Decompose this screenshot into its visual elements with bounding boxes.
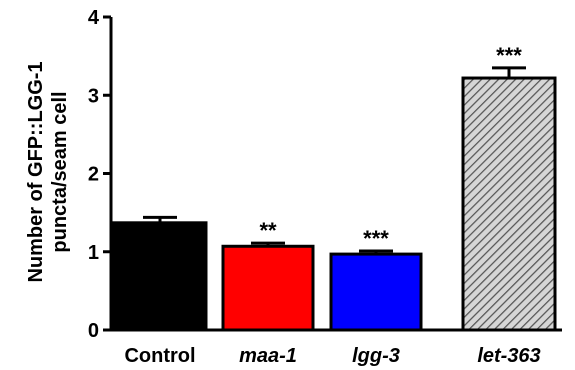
significance-labels: ** ******: [259, 43, 522, 251]
category-label-let-363: let-363: [477, 345, 540, 367]
category-label-Control: Control: [124, 345, 195, 367]
y-axis-label-line-2: puncta/seam cell: [49, 91, 71, 252]
category-label-maa-1: maa-1: [239, 345, 297, 367]
bars: [112, 76, 557, 332]
error-bars: [143, 66, 526, 255]
bar-maa-1: [221, 244, 315, 332]
category-label-lgg-3: lgg-3: [352, 345, 400, 367]
y-axis-label: Number of GFP::LGG-1 puncta/seam cell: [25, 61, 71, 282]
y-axis-label-line-1: Number of GFP::LGG-1: [25, 61, 47, 282]
error-bar-let-363: [492, 66, 526, 79]
error-bar-Control: [143, 215, 177, 223]
y-tick-label: 4: [88, 7, 100, 29]
error-bar-maa-1: [251, 241, 285, 247]
bar-Control: [112, 221, 208, 332]
y-tick-label: 0: [88, 320, 99, 342]
bar-let-363: [461, 76, 557, 332]
y-axis-ticks: 0 1 2 3 4: [88, 7, 111, 342]
significance-maa-1: **: [259, 218, 277, 243]
y-tick-label: 1: [88, 242, 99, 264]
category-labels: Control maa-1 lgg-3 let-363: [124, 345, 540, 367]
error-bar-lgg-3: [359, 249, 393, 255]
y-tick-label: 3: [88, 85, 99, 107]
y-tick-label: 2: [88, 164, 99, 186]
significance-lgg-3: ***: [363, 226, 389, 251]
significance-let-363: ***: [496, 43, 522, 68]
bar-lgg-3: [329, 252, 423, 332]
